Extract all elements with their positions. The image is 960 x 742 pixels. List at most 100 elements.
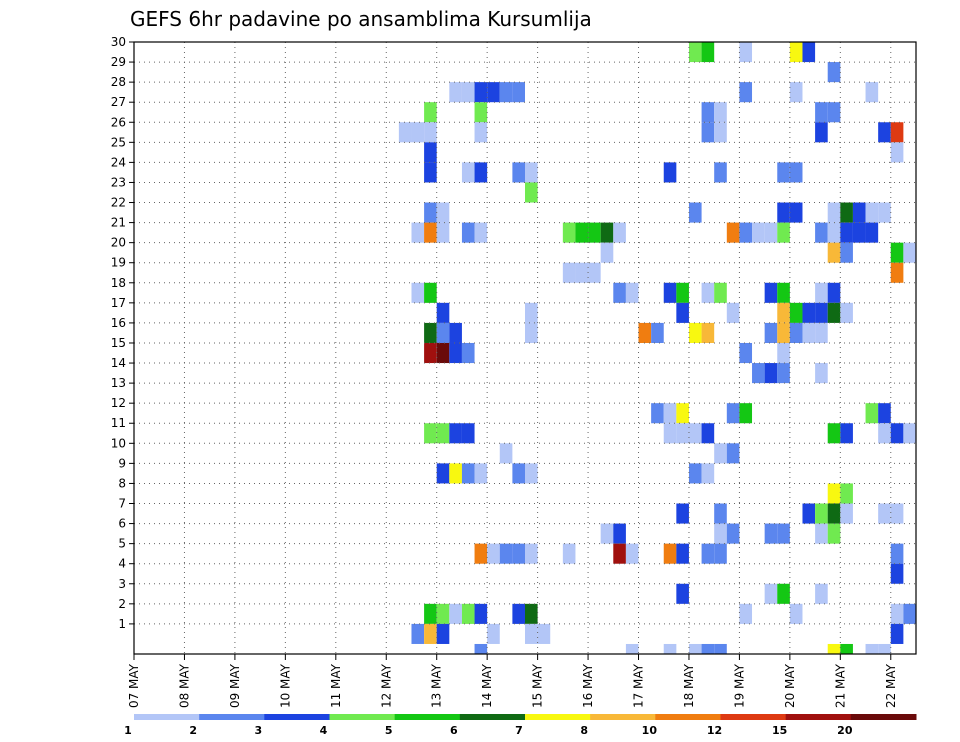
x-tick-label: 17 MAY xyxy=(632,663,646,708)
legend: 1 2 3 4 5 6 7 8 10 12 15 20 xyxy=(124,714,917,737)
heatmap-cell xyxy=(865,82,879,103)
heatmap-cell xyxy=(878,423,891,444)
heatmap-cell xyxy=(424,282,437,303)
x-tick-label: 20 MAY xyxy=(783,663,797,708)
legend-swatch xyxy=(720,714,787,720)
heatmap-cell xyxy=(512,162,525,183)
legend-label: 12 xyxy=(707,724,722,737)
heatmap-cell xyxy=(764,583,778,604)
heatmap-cell xyxy=(449,603,462,624)
heatmap-cell xyxy=(512,603,525,624)
heatmap-cell xyxy=(777,523,790,544)
y-tick-label: 11 xyxy=(111,416,126,430)
heatmap-cell xyxy=(865,222,879,243)
x-tick-label: 09 MAY xyxy=(228,663,242,708)
heatmap-cell xyxy=(600,222,614,243)
legend-label: 6 xyxy=(450,724,458,737)
x-tick-label: 21 MAY xyxy=(833,663,847,708)
heatmap-cell xyxy=(802,42,816,63)
heatmap-cell xyxy=(827,222,841,243)
y-tick-label: 1 xyxy=(118,617,126,631)
heatmap-cell xyxy=(449,463,462,484)
y-tick-label: 9 xyxy=(118,456,126,470)
heatmap-cell xyxy=(588,262,601,283)
heatmap-cell xyxy=(815,503,828,524)
legend-swatch xyxy=(199,714,265,720)
y-tick-label: 19 xyxy=(111,256,126,270)
heatmap-cell xyxy=(764,322,778,343)
heatmap-cell xyxy=(802,302,816,323)
heatmap-cell xyxy=(827,62,841,83)
heatmap-cell xyxy=(663,403,677,424)
heatmap-cell xyxy=(449,342,462,364)
y-tick-label: 17 xyxy=(111,296,126,310)
heatmap-cell xyxy=(789,202,803,223)
heatmap-cell xyxy=(688,202,702,223)
heatmap-cell xyxy=(651,322,664,343)
heatmap-cell xyxy=(739,603,753,624)
heatmap-cell xyxy=(449,423,462,444)
heatmap-cell xyxy=(789,302,803,323)
y-tick-label: 26 xyxy=(111,115,126,129)
heatmap-cell xyxy=(903,603,916,624)
heatmap-cell xyxy=(411,122,425,143)
y-tick-label: 10 xyxy=(111,436,126,450)
heatmap-cell xyxy=(827,483,841,504)
heatmap-cell xyxy=(714,122,727,143)
heatmap-cell xyxy=(424,102,437,123)
heatmap-cell xyxy=(651,403,664,424)
heatmap-cell xyxy=(525,543,538,564)
heatmap-cell xyxy=(398,122,412,143)
heatmap-cell xyxy=(802,322,816,343)
heatmap-cell xyxy=(764,222,778,243)
heatmap-cell xyxy=(411,282,425,303)
heatmap-cell xyxy=(714,443,727,464)
heatmap-cell xyxy=(865,202,879,223)
heatmap-cell xyxy=(474,222,488,243)
heatmap-cell xyxy=(789,162,803,183)
y-tick-label: 6 xyxy=(118,517,126,531)
heatmap-cell xyxy=(424,202,437,223)
y-tick-label: 8 xyxy=(118,476,126,490)
heatmap-cell xyxy=(890,262,904,283)
heatmap-cell xyxy=(436,322,450,343)
heatmap-cell xyxy=(840,202,853,223)
heatmap-cell xyxy=(789,82,803,103)
legend-label: 8 xyxy=(580,724,588,737)
x-tick-label: 08 MAY xyxy=(178,663,192,708)
heatmap-cell xyxy=(436,222,450,243)
heatmap-cell xyxy=(827,643,841,654)
heatmap-cell xyxy=(663,162,677,183)
heatmap-cell xyxy=(474,603,488,624)
heatmap-cell xyxy=(474,463,488,484)
heatmap-cell xyxy=(764,363,778,384)
heatmap-cell xyxy=(714,282,727,303)
y-tick-label: 23 xyxy=(111,175,126,189)
heatmap-cell xyxy=(436,603,450,624)
heatmap-cell xyxy=(499,443,513,464)
heatmap-cell xyxy=(613,523,626,544)
heatmap-cell xyxy=(890,603,904,624)
heatmap-cell xyxy=(878,403,891,424)
heatmap-cell xyxy=(878,202,891,223)
heatmap-cell xyxy=(852,202,866,223)
heatmap-cell xyxy=(840,643,853,654)
heatmap-cell xyxy=(840,423,853,444)
heatmap-cell xyxy=(878,643,891,654)
heatmap-cell xyxy=(625,643,639,654)
heatmap-cell xyxy=(714,162,727,183)
legend-swatch xyxy=(264,714,330,720)
heatmap-cell xyxy=(701,122,715,143)
x-tick-label: 15 MAY xyxy=(531,663,545,708)
heatmap-cell xyxy=(663,282,677,303)
y-tick-label: 13 xyxy=(111,376,126,390)
heatmap-cell xyxy=(562,222,576,243)
legend-swatch xyxy=(590,714,656,720)
heatmap-cell xyxy=(676,282,689,303)
legend-swatch xyxy=(329,714,396,720)
heatmap-cell xyxy=(764,523,778,544)
heatmap-cell xyxy=(701,322,715,343)
heatmap-cell xyxy=(726,443,740,464)
heatmap-cell xyxy=(827,242,841,263)
x-tick-label: 10 MAY xyxy=(278,663,292,708)
